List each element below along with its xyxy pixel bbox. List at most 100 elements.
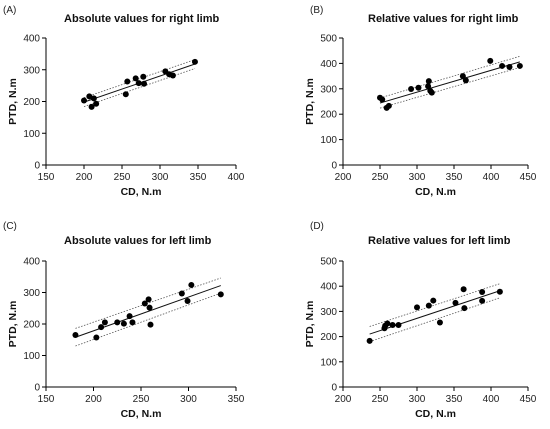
y-tick-label: 100 xyxy=(23,129,40,140)
panel-label: (C) xyxy=(3,221,17,232)
ci-lower-line xyxy=(369,297,501,343)
data-point xyxy=(93,100,100,107)
data-point xyxy=(436,319,443,326)
data-point xyxy=(120,320,127,327)
data-point xyxy=(452,299,459,306)
y-tick-label: 100 xyxy=(23,351,40,362)
data-point xyxy=(462,77,469,84)
data-point xyxy=(141,300,148,307)
data-point xyxy=(141,80,148,87)
x-tick-label: 250 xyxy=(133,394,150,405)
data-point xyxy=(86,93,93,100)
x-tick-label: 400 xyxy=(483,172,500,183)
x-tick-label: 250 xyxy=(114,172,131,183)
panel-label: (B) xyxy=(310,5,323,16)
data-point xyxy=(126,313,133,320)
data-point xyxy=(135,80,142,87)
x-tick-label: 300 xyxy=(409,172,426,183)
y-axis-label: PTD, N.m xyxy=(304,301,316,348)
chart-title: Relative values for left limb xyxy=(368,235,511,247)
y-tick-label: 100 xyxy=(320,135,337,146)
data-point xyxy=(124,78,131,85)
x-tick-label: 200 xyxy=(335,394,352,405)
x-axis-label: CD, N.m xyxy=(415,408,456,420)
x-tick-label: 400 xyxy=(228,172,245,183)
x-tick-label: 200 xyxy=(76,172,93,183)
data-point xyxy=(461,305,468,312)
data-point xyxy=(395,322,402,329)
y-tick-label: 400 xyxy=(320,282,337,293)
y-tick-label: 400 xyxy=(23,34,40,45)
data-point xyxy=(479,297,486,304)
x-tick-label: 350 xyxy=(228,394,245,405)
data-point xyxy=(366,337,373,344)
y-axis-label: PTD, N.m xyxy=(304,78,316,125)
data-point xyxy=(414,304,420,311)
ci-upper-line xyxy=(379,55,520,99)
data-point xyxy=(479,288,486,295)
x-axis-label: CD, N.m xyxy=(121,408,162,420)
data-point xyxy=(101,319,108,326)
panel-2: (C) Absolute values for left limb 0 100 200 3… xyxy=(3,221,245,420)
data-point xyxy=(88,103,95,110)
data-point xyxy=(147,321,154,328)
ci-upper-line xyxy=(369,283,501,327)
panel-1: (B) Relative values for right limb 0 100 200… xyxy=(304,5,537,198)
y-tick-label: 200 xyxy=(320,110,337,121)
chart-title: Absolute values for left limb xyxy=(64,235,212,247)
data-point xyxy=(385,102,392,109)
x-tick-label: 300 xyxy=(180,394,197,405)
panel-3: (D) Relative values for left limb 0 100 200 3… xyxy=(304,221,537,420)
data-point xyxy=(506,63,513,70)
y-tick-label: 500 xyxy=(320,257,337,268)
x-axis-label: CD, N.m xyxy=(415,186,456,198)
y-tick-label: 100 xyxy=(320,357,337,368)
panel-label: (D) xyxy=(310,221,324,232)
data-point xyxy=(90,95,97,102)
data-point xyxy=(145,296,152,303)
data-point xyxy=(191,58,198,65)
y-tick-label: 400 xyxy=(23,257,40,268)
data-point xyxy=(169,72,176,79)
panel-0: (A) Absolute values for right limb 0 100 200… xyxy=(3,5,245,198)
x-tick-label: 450 xyxy=(520,394,537,405)
data-point xyxy=(129,319,136,326)
x-tick-label: 200 xyxy=(85,394,102,405)
data-point xyxy=(415,84,422,91)
x-tick-label: 200 xyxy=(335,172,352,183)
x-tick-label: 250 xyxy=(372,394,389,405)
data-point xyxy=(140,73,147,80)
x-tick-label: 300 xyxy=(152,172,169,183)
data-point xyxy=(425,302,432,309)
data-point xyxy=(430,297,437,304)
y-axis-label: PTD, N.m xyxy=(7,301,19,348)
data-point xyxy=(132,75,139,82)
y-tick-label: 300 xyxy=(23,288,40,299)
data-point xyxy=(178,290,185,297)
data-point xyxy=(72,332,79,339)
data-point xyxy=(389,322,396,329)
data-point xyxy=(122,91,129,98)
x-tick-label: 350 xyxy=(446,172,463,183)
y-tick-label: 200 xyxy=(320,332,337,343)
x-tick-label: 450 xyxy=(520,172,537,183)
x-tick-label: 150 xyxy=(38,394,55,405)
y-tick-label: 0 xyxy=(331,161,337,172)
data-point xyxy=(459,73,466,80)
data-point xyxy=(428,89,435,96)
data-point xyxy=(425,78,432,85)
data-point xyxy=(146,304,153,311)
x-tick-label: 350 xyxy=(446,394,463,405)
data-point xyxy=(93,334,100,341)
y-axis-label: PTD, N.m xyxy=(7,78,19,125)
data-point xyxy=(487,57,494,64)
data-point xyxy=(408,86,415,93)
y-tick-label: 300 xyxy=(23,65,40,76)
y-tick-label: 200 xyxy=(23,320,40,331)
y-tick-label: 0 xyxy=(34,161,40,172)
y-tick-label: 200 xyxy=(23,97,40,108)
x-tick-label: 250 xyxy=(372,172,389,183)
data-point xyxy=(81,97,87,104)
panel-label: (A) xyxy=(3,5,16,16)
